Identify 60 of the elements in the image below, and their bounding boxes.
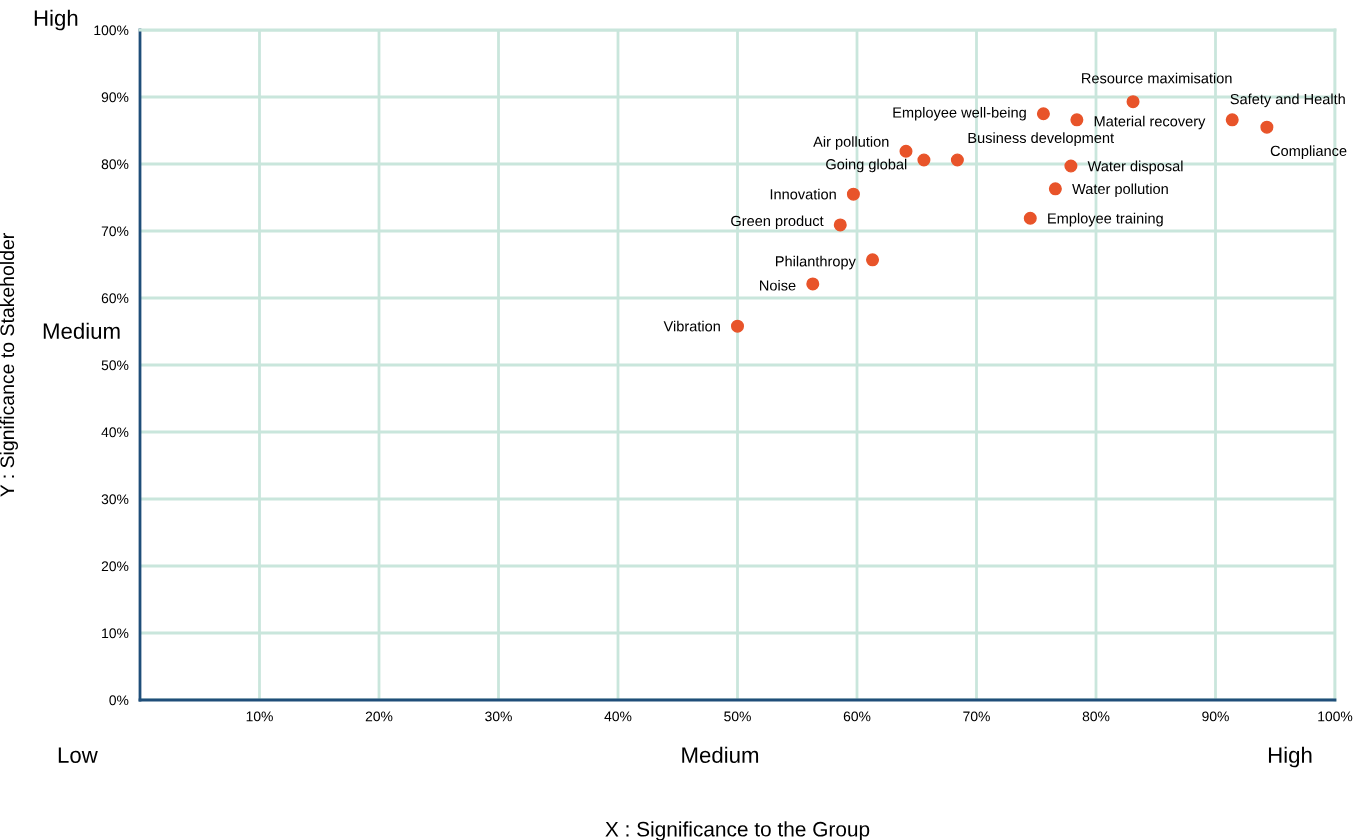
- point: [846, 187, 860, 201]
- data-label: Employee training: [1048, 212, 1163, 227]
- data-label: Air pollution: [813, 136, 889, 150]
- data-label: Vibration: [663, 320, 720, 332]
- x-tick-label: 30%: [485, 711, 512, 722]
- y-tick-label: 20%: [101, 561, 129, 572]
- y-tick-label: 90%: [101, 92, 129, 103]
- data-label: Resource maximisation: [1082, 72, 1232, 84]
- x-tick-label: 50%: [724, 711, 751, 722]
- point: [833, 218, 847, 232]
- point: [1070, 113, 1084, 127]
- point: [1064, 159, 1078, 173]
- x-tick-label: 20%: [365, 711, 393, 722]
- point: [1126, 95, 1140, 109]
- data-label: Business development: [968, 132, 1114, 146]
- y-tick-label: 30%: [101, 494, 129, 505]
- x-tick-label: 60%: [843, 711, 871, 722]
- data-label: Philanthropy: [776, 255, 856, 270]
- text: Medium: [43, 322, 120, 339]
- data-label: Water pollution: [1072, 183, 1168, 197]
- point: [899, 144, 913, 158]
- x-tick-label: 10%: [246, 711, 273, 722]
- x-tick-label: 80%: [1082, 711, 1110, 722]
- data-label: Material recovery: [1094, 115, 1206, 130]
- y-tick-label: 80%: [101, 159, 129, 170]
- x-tick-label: 100%: [1318, 711, 1353, 722]
- data-label: Noise: [760, 279, 796, 291]
- y-tick-label: 100%: [94, 25, 129, 36]
- y-tick-label: 50%: [101, 360, 129, 371]
- point: [1048, 182, 1062, 196]
- data-label: Innovation: [770, 188, 836, 200]
- y-tick-label: 60%: [101, 293, 129, 304]
- point: [950, 153, 964, 167]
- text: Low: [58, 747, 98, 763]
- x-tick-label: 70%: [963, 711, 990, 722]
- data-label: Water disposal: [1087, 160, 1183, 175]
- point: [1225, 113, 1239, 127]
- y-tick-label: 40%: [101, 427, 129, 438]
- data-label: Going global: [826, 158, 907, 173]
- point: [806, 277, 820, 291]
- y-tick-label: 10%: [102, 628, 129, 639]
- x-tick-label: 90%: [1202, 711, 1229, 722]
- y-axis-title: Y : Significance to Stakeholder: [0, 233, 18, 497]
- x-axis-title: X : Significance to the Group: [605, 821, 870, 840]
- point: [1260, 120, 1274, 134]
- text: High: [34, 9, 78, 31]
- point: [1036, 107, 1050, 121]
- point: [730, 319, 745, 333]
- x-tick-label: 40%: [604, 711, 632, 722]
- data-label: Safety and Health: [1230, 93, 1345, 108]
- text: High: [1268, 746, 1312, 768]
- data-label: Green product: [731, 215, 824, 229]
- data-label: Compliance: [1270, 145, 1347, 159]
- y-tick-label: 0%: [109, 695, 129, 706]
- text: Medium: [682, 746, 759, 763]
- point: [917, 153, 931, 167]
- y-tick-label: 70%: [101, 226, 129, 237]
- point: [866, 253, 880, 267]
- point: [1023, 211, 1037, 225]
- data-label: Employee well-being: [893, 106, 1026, 121]
